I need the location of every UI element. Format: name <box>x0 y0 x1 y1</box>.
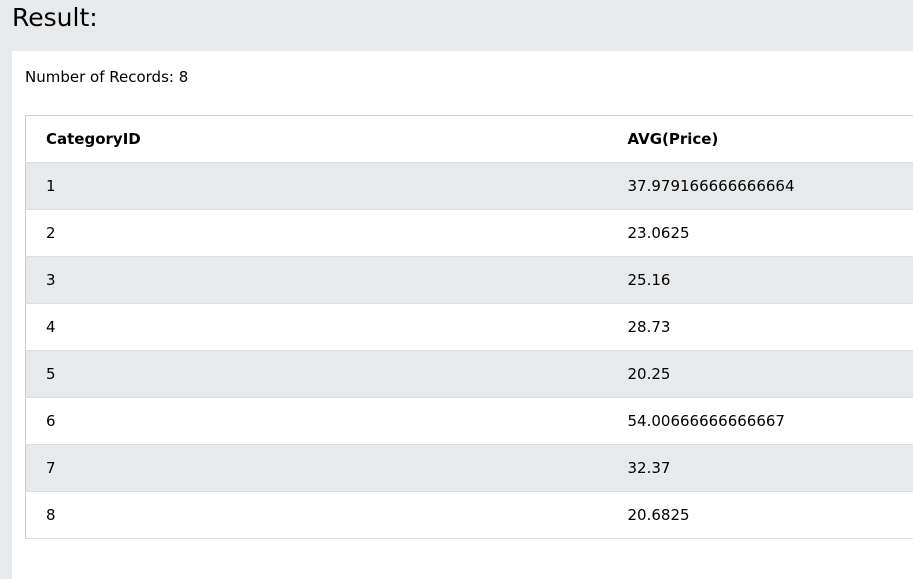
table-row: 3 25.16 <box>25 256 913 304</box>
table-row: 6 54.00666666666667 <box>25 397 913 445</box>
result-heading: Result: <box>12 3 98 32</box>
cell-avg-price: 20.25 <box>607 350 913 398</box>
table-row: 4 28.73 <box>25 303 913 351</box>
cell-avg-price: 23.0625 <box>607 209 913 257</box>
column-header-categoryid: CategoryID <box>25 115 608 163</box>
record-count-value: 8 <box>178 68 189 86</box>
table-header-row: CategoryID AVG(Price) <box>25 115 913 163</box>
cell-categoryid: 6 <box>25 397 608 445</box>
table-row: 2 23.0625 <box>25 209 913 257</box>
table-row: 7 32.37 <box>25 444 913 492</box>
cell-avg-price: 25.16 <box>607 256 913 304</box>
cell-avg-price: 37.979166666666664 <box>607 162 913 210</box>
cell-categoryid: 2 <box>25 209 608 257</box>
table-row: 5 20.25 <box>25 350 913 398</box>
table-row: 8 20.6825 <box>25 491 913 539</box>
cell-categoryid: 3 <box>25 256 608 304</box>
cell-categoryid: 5 <box>25 350 608 398</box>
table-row: 1 37.979166666666664 <box>25 162 913 210</box>
cell-avg-price: 54.00666666666667 <box>607 397 913 445</box>
cell-categoryid: 7 <box>25 444 608 492</box>
cell-avg-price: 28.73 <box>607 303 913 351</box>
cell-categoryid: 1 <box>25 162 608 210</box>
result-panel: Number of Records: 8 CategoryID AVG(Pric… <box>12 51 913 579</box>
record-count: Number of Records: 8 <box>25 66 188 88</box>
cell-categoryid: 4 <box>25 303 608 351</box>
result-table: CategoryID AVG(Price) 1 37.9791666666666… <box>25 115 913 539</box>
column-header-avg-price: AVG(Price) <box>607 115 913 163</box>
cell-avg-price: 32.37 <box>607 444 913 492</box>
cell-categoryid: 8 <box>25 491 608 539</box>
cell-avg-price: 20.6825 <box>607 491 913 539</box>
record-count-label: Number of Records: <box>25 68 179 86</box>
